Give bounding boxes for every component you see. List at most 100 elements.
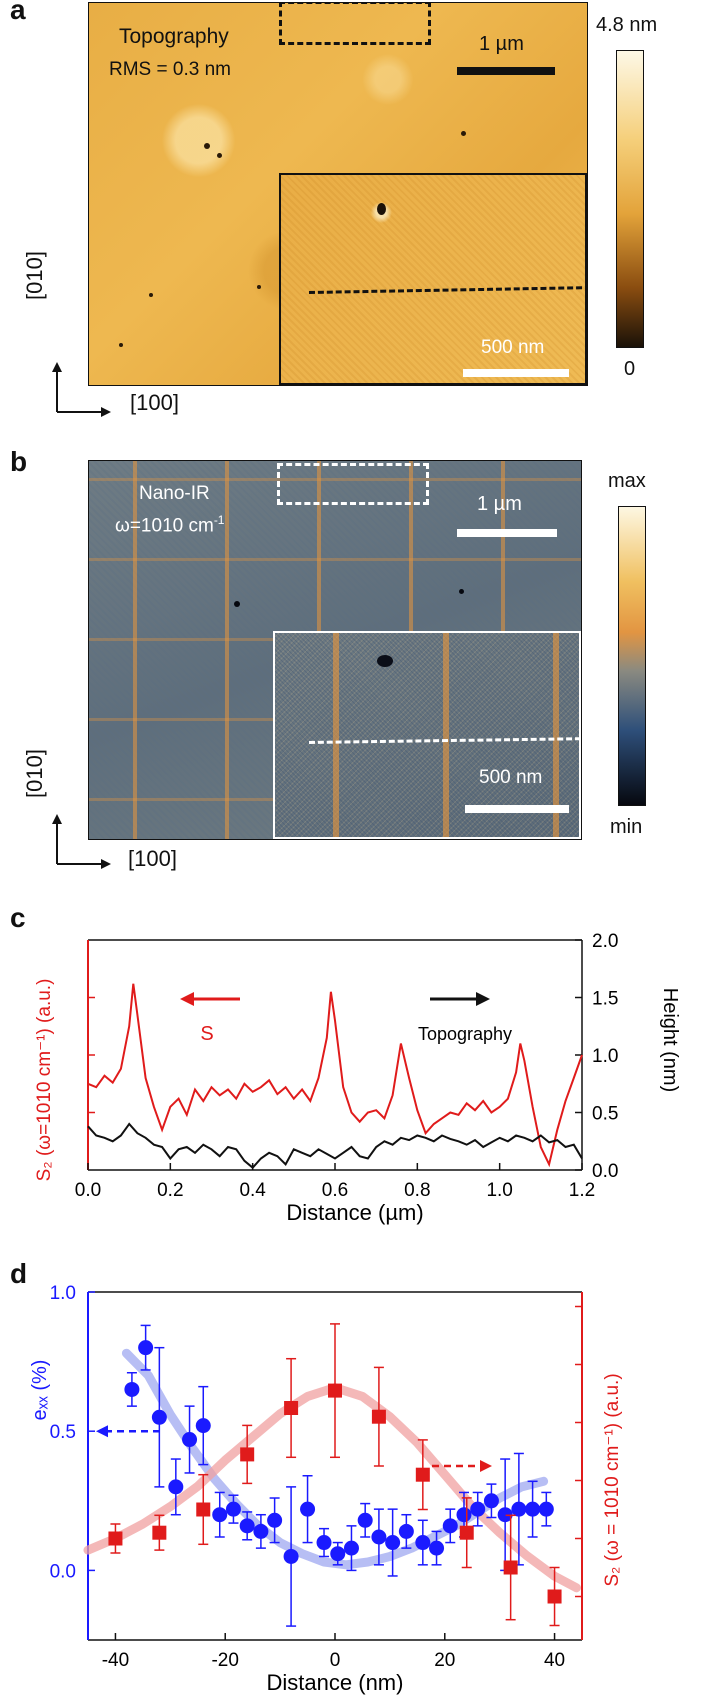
x-tick-label: 1.2 [569, 1180, 595, 1201]
strain-scatter-chart: -40 -20 0 20 40 0.0 0.5 1.0 Distance (nm) eₓₓ (… [29, 1283, 623, 1695]
nano-ir-inset: 500 nm [273, 631, 581, 839]
data-point-exx [330, 1546, 346, 1562]
y-right-tick-label: 0.0 [592, 1161, 618, 1182]
data-point-exx [538, 1501, 554, 1517]
data-point-exx [300, 1501, 316, 1517]
scale-label-inset: 500 nm [479, 767, 543, 788]
y-right-tick-label: 0.5 [592, 1104, 618, 1125]
data-point-exx [357, 1512, 373, 1528]
y-axis-label-right: S₂ (ω = 1010 cm⁻¹) (a.u.) [602, 1373, 623, 1586]
panel-a-label: a [10, 0, 26, 25]
x-axis-label: Distance (nm) [267, 1670, 404, 1695]
data-point-s2 [371, 1409, 386, 1424]
data-point-exx [124, 1381, 140, 1397]
axis-label-b-vertical: [010] [22, 749, 47, 798]
series-line-s [87, 983, 583, 1168]
data-point-exx [497, 1507, 513, 1523]
data-point-exx [267, 1512, 283, 1528]
axis-label-b-horizontal: [100] [128, 846, 177, 871]
annotation-s: S [200, 1023, 213, 1045]
x-axis-label: Distance (µm) [286, 1200, 423, 1225]
data-point-exx [525, 1501, 541, 1517]
zoom-region-box [279, 3, 431, 45]
data-point-exx [182, 1432, 198, 1448]
data-point-s2 [503, 1560, 518, 1575]
y-axis-label-left: eₓₓ (%) [29, 1360, 51, 1421]
nano-ir-title: Nano-IR [139, 483, 210, 504]
defect-spot [377, 655, 393, 667]
defect-spot [234, 601, 240, 607]
nano-ir-map: Nano-IR ω=1010 cm-1 1 µm 500 nm [88, 460, 582, 840]
zoom-region-box [277, 463, 429, 505]
defect-spot [377, 203, 386, 215]
profile-line [308, 737, 581, 744]
frequency-text: ω=1010 cm [115, 515, 214, 537]
x-tick-label: 0.0 [75, 1180, 101, 1201]
line-profile-chart: 0.0 0.2 0.4 0.6 0.8 1.0 1.20.00.51.01.52.0 Dis… [34, 931, 681, 1225]
topography-title: Topography [119, 25, 229, 48]
data-point-exx [138, 1340, 154, 1356]
defect-spot [204, 143, 210, 149]
data-point-s2 [415, 1467, 430, 1482]
x-tick-label: 0.6 [322, 1180, 348, 1201]
data-point-exx [385, 1535, 401, 1551]
x-tick-label: -20 [211, 1650, 238, 1671]
defect-spot [461, 131, 466, 136]
x-tick-label: 20 [434, 1650, 455, 1671]
colorbar-a-max: 4.8 nm [596, 14, 658, 36]
data-point-exx [195, 1418, 211, 1434]
frequency-superscript: -1 [213, 513, 225, 527]
colorbar-a-min: 0 [624, 358, 636, 380]
data-point-exx [511, 1501, 527, 1517]
scale-label-main: 1 µm [477, 493, 522, 515]
data-point-exx [415, 1535, 431, 1551]
arrow-right-head [476, 992, 490, 1006]
arrow-left-head [180, 992, 194, 1006]
colorbar-b [618, 506, 646, 806]
data-point-exx [253, 1523, 269, 1539]
x-tick-label: 1.0 [486, 1180, 512, 1201]
nano-ir-frequency: ω=1010 cm-1 [115, 513, 224, 537]
data-point-s2 [240, 1447, 255, 1462]
axis-label-a-vertical: [010] [22, 251, 47, 300]
data-point-exx [316, 1535, 332, 1551]
data-point-exx [283, 1548, 299, 1564]
scale-bar-inset [463, 369, 569, 377]
rms-value: RMS = 0.3 nm [109, 59, 231, 80]
data-point-exx [239, 1518, 255, 1534]
scale-bar-main [457, 67, 555, 75]
axis-label-a-horizontal: [100] [130, 390, 179, 415]
y-left-tick-label: 0.5 [50, 1422, 76, 1443]
data-point-s2 [108, 1531, 123, 1546]
data-point-exx [398, 1523, 414, 1539]
colorbar-b-min: min [610, 816, 643, 838]
y-right-tick-label: 1.5 [592, 989, 618, 1010]
annotation-topography: Topography [418, 1024, 512, 1044]
axes-arrows-b [52, 814, 111, 869]
data-point-exx [371, 1529, 387, 1545]
topography-inset: 500 nm [279, 173, 587, 385]
panel-d-label: d [10, 1258, 28, 1289]
data-point-exx [442, 1518, 458, 1534]
defect-spot [217, 153, 222, 158]
y-axis-label-left: S₂ (ω=1010 cm⁻¹) (a.u.) [34, 979, 55, 1182]
data-point-exx [212, 1507, 228, 1523]
panel-b-label: b [10, 446, 28, 477]
data-point-exx [168, 1479, 184, 1495]
scale-label-inset: 500 nm [481, 337, 545, 358]
data-point-exx [343, 1540, 359, 1556]
series-line-topography [87, 1122, 583, 1170]
data-point-exx [483, 1493, 499, 1509]
topography-map: Topography RMS = 0.3 nm 1 µm 500 nm [88, 2, 588, 386]
y-right-tick-label: 2.0 [592, 931, 618, 952]
data-point-s2 [284, 1401, 299, 1415]
data-point-s2 [459, 1525, 474, 1540]
x-tick-label: 0.2 [157, 1180, 183, 1201]
colorbar-b-max: max [608, 470, 646, 492]
data-point-s2 [547, 1589, 562, 1604]
data-point-s2 [328, 1383, 342, 1398]
x-tick-label: -40 [102, 1650, 129, 1671]
y-axis-label-right: Height (nm) [659, 988, 681, 1092]
data-point-exx [456, 1507, 472, 1523]
data-point-s2 [196, 1502, 211, 1517]
